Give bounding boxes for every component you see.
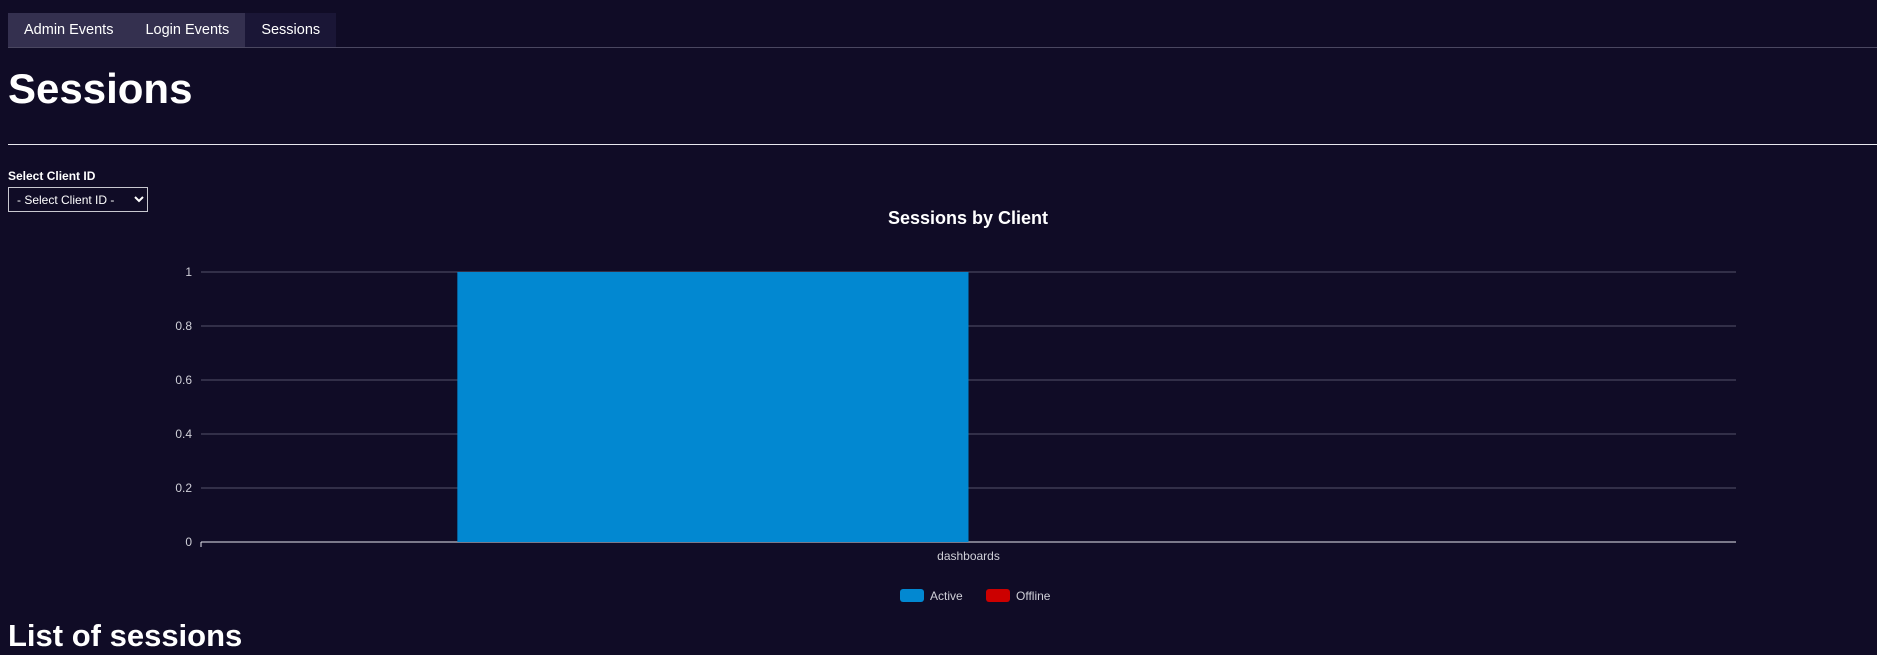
x-tick-label: dashboards [937,549,1000,563]
legend-label-active: Active [930,589,963,603]
list-of-sessions-heading: List of sessions [8,618,243,653]
y-tick-label: 0.2 [175,481,192,495]
legend-swatch-active [900,589,924,602]
tab-bar: Admin Events Login Events Sessions [8,13,1877,48]
y-tick-label: 0.6 [175,373,192,387]
y-tick-label: 0.4 [175,427,192,441]
sessions-by-client-chart: Sessions by Client 0 0.2 0.4 0.6 0.8 1 dashbo… [175,208,1736,603]
tab-sessions[interactable]: Sessions [245,13,337,47]
client-id-select[interactable]: - Select Client ID - [8,187,148,212]
y-tick-label: 0 [185,535,192,549]
divider [8,144,1877,145]
tab-admin-events[interactable]: Admin Events [8,13,130,47]
tab-login-events[interactable]: Login Events [129,13,246,47]
y-tick-label: 0.8 [175,319,192,333]
y-tick-label: 1 [185,265,192,279]
page-title: Sessions [8,65,193,112]
bar-active [457,272,969,542]
legend-swatch-offline [986,589,1010,602]
client-select-label: Select Client ID [8,169,96,183]
chart-title: Sessions by Client [888,208,1048,228]
legend-label-offline: Offline [1016,589,1051,603]
